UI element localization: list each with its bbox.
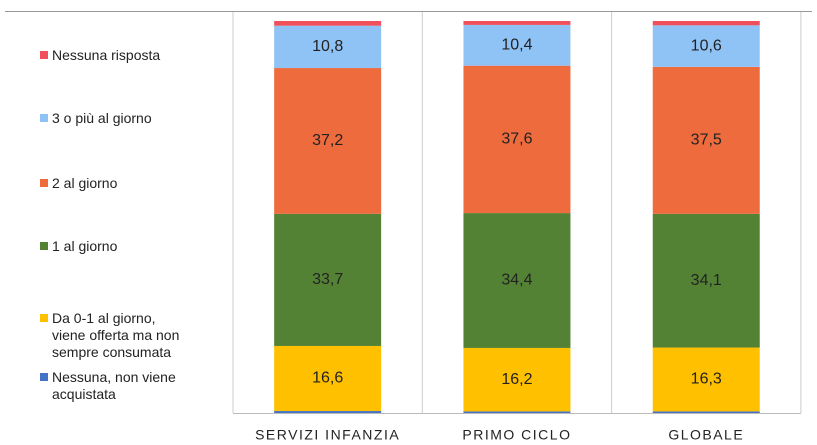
legend-item: 3 o più al giorno: [40, 110, 152, 127]
legend-swatch: [40, 313, 48, 322]
x-tick-label: GLOBALE: [668, 427, 744, 443]
x-tick-label: SERVIZI INFANZIA: [255, 427, 400, 443]
legend-label: Da 0-1 al giorno, viene offerta ma non s…: [52, 309, 180, 360]
legend-label: Nessuna, non viene acquistata: [52, 368, 176, 402]
data-label: 34,1: [691, 272, 722, 289]
bar-segment: [652, 213, 760, 348]
bar-segment: [463, 21, 571, 25]
bar-segment: [463, 347, 571, 412]
bar-segment: [274, 213, 382, 346]
data-label: 16,2: [501, 371, 532, 388]
legend-swatch: [40, 113, 48, 122]
data-label: 37,2: [312, 132, 343, 149]
bar-segment: [652, 21, 760, 26]
legend-swatch: [40, 178, 48, 187]
data-label: 16,6: [312, 370, 343, 387]
legend-swatch: [40, 50, 48, 59]
bar-segment: [652, 347, 760, 412]
legend-item: Da 0-1 al giorno, viene offerta ma non s…: [40, 310, 179, 361]
legend-swatch: [40, 372, 48, 381]
bar-segment: [652, 66, 760, 214]
data-label: 16,3: [691, 371, 722, 388]
bar-segment: [463, 213, 571, 348]
legend-item: Nessuna, non viene acquistata: [40, 369, 176, 403]
bar-segment: [463, 411, 571, 413]
legend-item: 2 al giorno: [40, 175, 117, 192]
bar-segment: [274, 345, 382, 412]
data-label: 37,5: [691, 132, 722, 149]
bar-segment: [652, 25, 760, 67]
data-label: 37,6: [501, 131, 532, 148]
bar-segment: [274, 411, 382, 413]
data-label: 10,6: [691, 37, 722, 54]
legend-swatch: [40, 241, 48, 250]
bar-segment: [463, 24, 571, 66]
legend-item: Nessuna risposta: [40, 47, 160, 64]
bar-segment: [274, 21, 382, 26]
data-label: 33,7: [312, 271, 343, 288]
bar-segment: [652, 411, 760, 413]
legend-label: Nessuna risposta: [52, 46, 161, 63]
bar-segment: [274, 25, 382, 69]
data-label: 10,8: [312, 38, 343, 55]
x-tick-label: PRIMO CICLO: [462, 427, 571, 443]
bar-segment: [274, 68, 382, 214]
legend-label: 2 al giorno: [52, 174, 118, 191]
bar-segment: [463, 65, 571, 214]
legend-label: 1 al giorno: [52, 237, 118, 254]
legend-label: 3 o più al giorno: [52, 109, 152, 126]
data-label: 34,4: [501, 272, 532, 289]
data-label: 10,4: [501, 37, 532, 54]
legend-item: 1 al giorno: [40, 238, 117, 255]
